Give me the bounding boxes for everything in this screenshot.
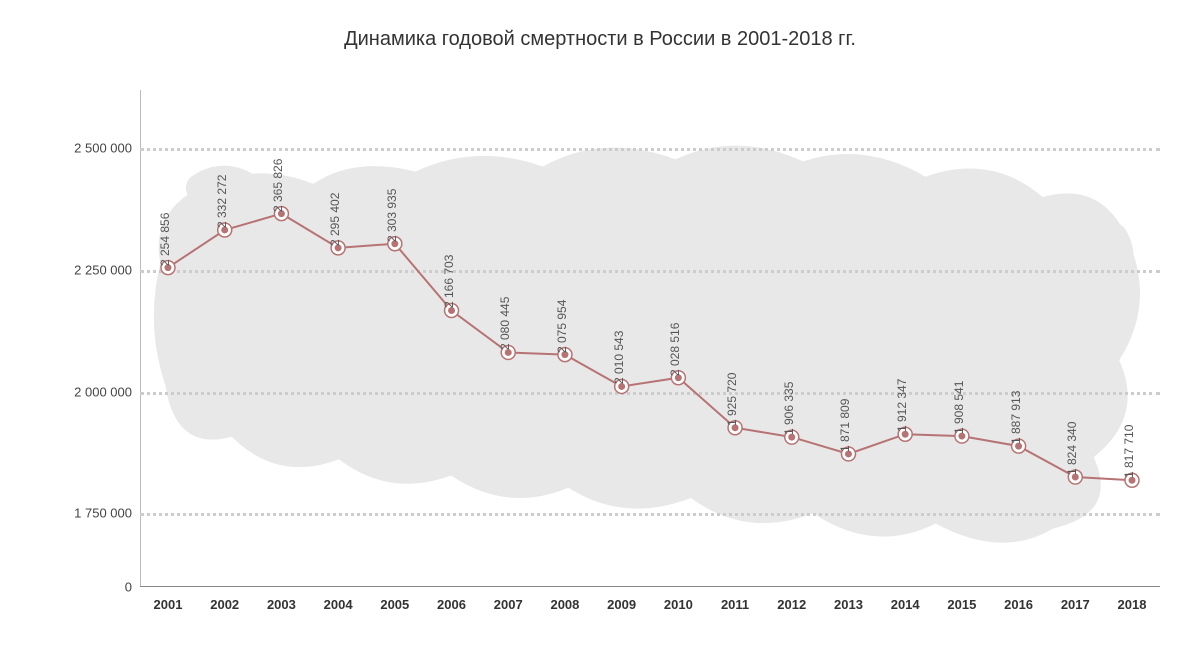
data-point-label: 2 303 935 <box>385 188 399 241</box>
x-tick-label: 2006 <box>437 597 466 612</box>
plot-area: 2 254 856 2 332 272 2 365 826 2 295 402 2 30… <box>140 90 1160 587</box>
data-point-label: 1 871 809 <box>838 399 852 452</box>
y-axis: 01 750 0002 000 0002 250 0002 500 000 <box>50 90 140 587</box>
data-point-label: 1 824 340 <box>1065 422 1079 475</box>
x-tick-label: 2004 <box>324 597 353 612</box>
x-tick-label: 2007 <box>494 597 523 612</box>
chart-area: 01 750 0002 000 0002 250 0002 500 000 2 … <box>50 90 1160 587</box>
x-tick-label: 2008 <box>550 597 579 612</box>
x-tick-label: 2012 <box>777 597 806 612</box>
x-tick-label: 2011 <box>721 597 749 612</box>
x-tick-label: 2017 <box>1061 597 1090 612</box>
data-point-label: 2 295 402 <box>328 193 342 246</box>
x-tick-label: 2018 <box>1118 597 1147 612</box>
line-series <box>140 90 1160 587</box>
y-tick-label: 2 500 000 <box>74 141 132 156</box>
series-line <box>168 214 1132 481</box>
x-tick-label: 2015 <box>947 597 976 612</box>
data-point-label: 2 365 826 <box>271 158 285 211</box>
data-point-label: 1 887 913 <box>1009 391 1023 444</box>
data-point-label: 2 075 954 <box>555 299 569 352</box>
x-tick-label: 2005 <box>380 597 409 612</box>
data-point-label: 2 010 543 <box>612 331 626 384</box>
data-point-label: 1 908 541 <box>952 381 966 434</box>
x-tick-label: 2016 <box>1004 597 1033 612</box>
data-point-label: 2 028 516 <box>668 322 682 375</box>
x-tick-label: 2013 <box>834 597 863 612</box>
y-tick-label: 1 750 000 <box>74 506 132 521</box>
data-marker-center <box>618 383 625 390</box>
x-tick-label: 2010 <box>664 597 693 612</box>
x-tick-label: 2001 <box>154 597 183 612</box>
y-tick-label: 2 250 000 <box>74 262 132 277</box>
x-tick-label: 2009 <box>607 597 636 612</box>
data-marker-center <box>448 307 455 314</box>
data-point-label: 1 906 335 <box>782 382 796 435</box>
x-tick-label: 2002 <box>210 597 239 612</box>
data-point-label: 1 925 720 <box>725 372 739 425</box>
y-tick-label: 0 <box>125 580 132 595</box>
chart-title: Динамика годовой смертности в России в 2… <box>0 0 1200 51</box>
data-point-label: 2 332 272 <box>215 175 229 228</box>
data-point-label: 1 912 347 <box>895 379 909 432</box>
data-point-label: 2 080 445 <box>498 297 512 350</box>
data-marker-center <box>505 349 512 356</box>
data-point-label: 2 254 856 <box>158 212 172 265</box>
data-point-label: 2 166 703 <box>442 255 456 308</box>
x-tick-label: 2014 <box>891 597 920 612</box>
x-axis: 2001 2002 2003 2004 2005 2006 2007 2008 2009 2010… <box>140 597 1160 617</box>
data-point-label: 1 817 710 <box>1122 425 1136 478</box>
x-tick-label: 2003 <box>267 597 296 612</box>
y-tick-label: 2 000 000 <box>74 384 132 399</box>
